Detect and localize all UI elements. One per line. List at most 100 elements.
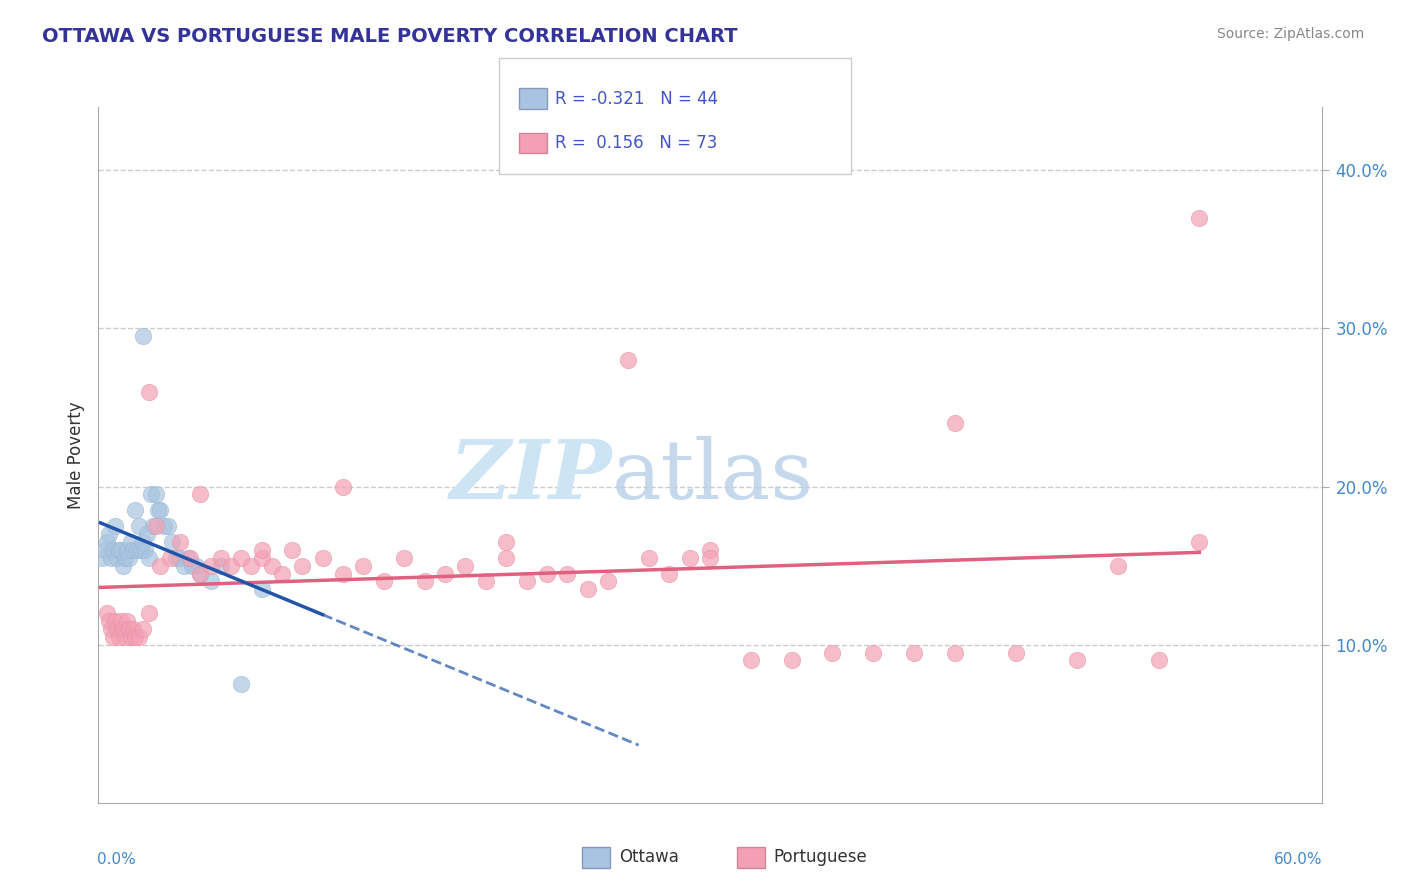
Point bbox=[454, 558, 477, 573]
Point bbox=[156, 519, 179, 533]
Point bbox=[250, 542, 273, 557]
Point bbox=[617, 353, 640, 368]
Point bbox=[111, 558, 134, 573]
Point bbox=[598, 574, 620, 589]
Point bbox=[943, 417, 966, 431]
Text: Portuguese: Portuguese bbox=[773, 848, 868, 866]
Point bbox=[250, 550, 273, 565]
Point bbox=[165, 550, 187, 565]
Point bbox=[152, 519, 174, 533]
Point bbox=[118, 550, 141, 565]
Point bbox=[413, 574, 436, 589]
Point bbox=[188, 566, 212, 581]
Text: R =  0.156   N = 73: R = 0.156 N = 73 bbox=[555, 134, 717, 153]
Point bbox=[128, 630, 150, 644]
Point bbox=[128, 519, 150, 533]
Point bbox=[200, 574, 222, 589]
Point bbox=[177, 550, 200, 565]
Point bbox=[146, 503, 169, 517]
Point bbox=[679, 550, 702, 565]
Point bbox=[188, 487, 212, 501]
Point bbox=[105, 622, 128, 636]
Point bbox=[138, 384, 160, 399]
Point bbox=[1147, 653, 1170, 667]
Point bbox=[160, 534, 183, 549]
Point bbox=[352, 558, 374, 573]
Point bbox=[1004, 646, 1026, 660]
Point bbox=[250, 582, 273, 597]
Point bbox=[862, 646, 884, 660]
Point bbox=[1107, 558, 1129, 573]
Point bbox=[231, 677, 253, 691]
Point bbox=[638, 550, 661, 565]
Point bbox=[97, 614, 120, 628]
Point bbox=[173, 558, 195, 573]
Point bbox=[557, 566, 579, 581]
Point bbox=[373, 574, 395, 589]
Point bbox=[332, 479, 354, 493]
Text: 0.0%: 0.0% bbox=[97, 852, 136, 866]
Point bbox=[141, 487, 163, 501]
Point bbox=[97, 527, 120, 541]
Point bbox=[145, 519, 167, 533]
Point bbox=[114, 550, 136, 565]
Y-axis label: Male Poverty: Male Poverty bbox=[66, 401, 84, 508]
Point bbox=[149, 558, 172, 573]
Point bbox=[136, 527, 159, 541]
Point bbox=[740, 653, 762, 667]
Point bbox=[169, 550, 191, 565]
Point bbox=[474, 574, 498, 589]
Text: Ottawa: Ottawa bbox=[619, 848, 679, 866]
Point bbox=[115, 614, 138, 628]
Point bbox=[169, 534, 191, 549]
Point bbox=[260, 558, 283, 573]
Point bbox=[111, 622, 134, 636]
Point bbox=[181, 558, 204, 573]
Point bbox=[101, 630, 124, 644]
Point bbox=[159, 550, 181, 565]
Point bbox=[101, 542, 124, 557]
Point bbox=[114, 630, 136, 644]
Point bbox=[96, 606, 118, 620]
Point bbox=[270, 566, 294, 581]
Point bbox=[658, 566, 681, 581]
Point bbox=[93, 542, 115, 557]
Point bbox=[132, 622, 155, 636]
Point bbox=[132, 534, 155, 549]
Point bbox=[392, 550, 416, 565]
Point bbox=[332, 566, 354, 581]
Point bbox=[100, 550, 122, 565]
Point bbox=[312, 550, 335, 565]
Point bbox=[108, 542, 131, 557]
Point bbox=[120, 534, 142, 549]
Point bbox=[104, 519, 127, 533]
Point bbox=[100, 622, 122, 636]
Point bbox=[110, 542, 132, 557]
Point bbox=[1066, 653, 1088, 667]
Text: OTTAWA VS PORTUGUESE MALE POVERTY CORRELATION CHART: OTTAWA VS PORTUGUESE MALE POVERTY CORREL… bbox=[42, 27, 738, 45]
Point bbox=[209, 558, 232, 573]
Point bbox=[200, 558, 222, 573]
Point bbox=[142, 519, 165, 533]
Point bbox=[240, 558, 263, 573]
Point bbox=[291, 558, 314, 573]
Point bbox=[516, 574, 538, 589]
Point bbox=[118, 622, 141, 636]
Point bbox=[209, 550, 232, 565]
Point bbox=[124, 503, 146, 517]
Point bbox=[1188, 534, 1211, 549]
Point bbox=[96, 534, 118, 549]
Point bbox=[138, 550, 160, 565]
Point bbox=[699, 542, 721, 557]
Point bbox=[91, 550, 114, 565]
Point bbox=[129, 542, 152, 557]
Point bbox=[536, 566, 558, 581]
Point bbox=[105, 550, 128, 565]
Point bbox=[943, 646, 966, 660]
Point bbox=[108, 630, 131, 644]
Point bbox=[495, 550, 517, 565]
Point bbox=[219, 558, 242, 573]
Point bbox=[110, 614, 132, 628]
Point bbox=[188, 566, 212, 581]
Text: 60.0%: 60.0% bbox=[1274, 852, 1323, 866]
